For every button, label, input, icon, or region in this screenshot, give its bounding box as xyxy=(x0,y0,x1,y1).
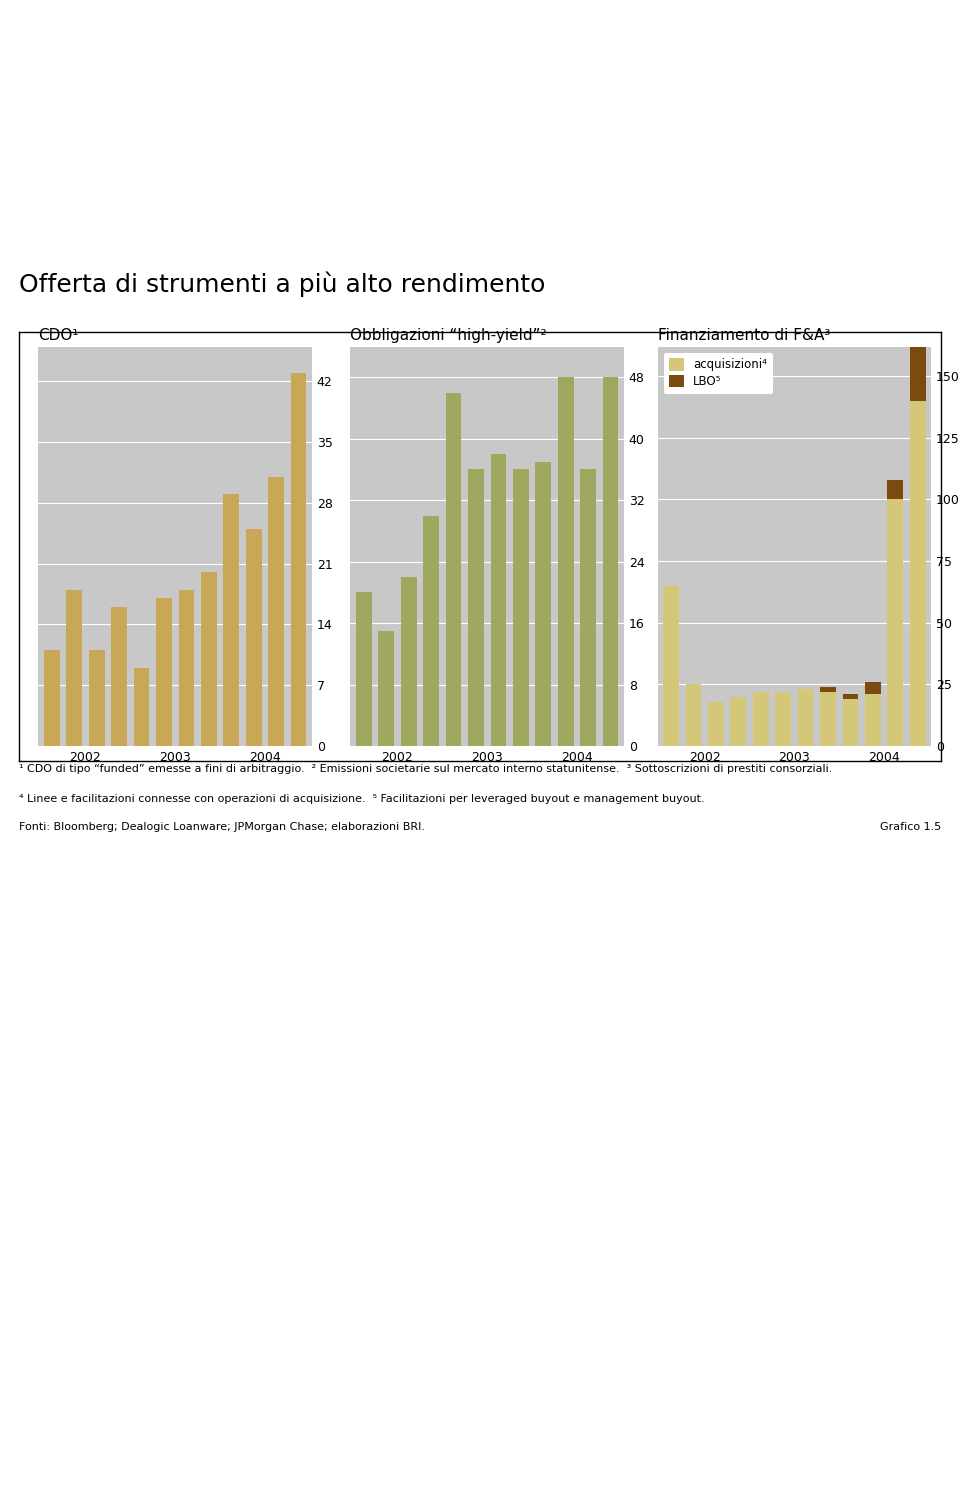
Bar xyxy=(356,592,372,746)
Bar xyxy=(224,494,239,746)
Bar xyxy=(708,702,724,746)
Text: Finanziamento di F&A³: Finanziamento di F&A³ xyxy=(658,327,830,342)
Bar xyxy=(491,454,506,746)
Bar xyxy=(89,651,105,746)
Bar xyxy=(820,687,836,692)
Bar xyxy=(445,393,462,746)
Bar xyxy=(843,699,858,746)
Bar xyxy=(798,689,813,746)
Bar xyxy=(268,476,284,746)
Bar xyxy=(291,372,306,746)
Bar xyxy=(685,684,702,746)
Bar xyxy=(910,282,925,401)
Bar xyxy=(66,589,83,746)
Legend: acquisizioni⁴, LBO⁵: acquisizioni⁴, LBO⁵ xyxy=(663,353,773,393)
Bar xyxy=(558,377,573,746)
Bar xyxy=(133,668,150,746)
Bar xyxy=(423,515,439,746)
Bar xyxy=(753,692,769,746)
Text: CDO¹: CDO¹ xyxy=(38,327,79,342)
Bar xyxy=(401,577,417,746)
Bar xyxy=(663,586,679,746)
Bar xyxy=(580,470,596,746)
Bar xyxy=(887,479,903,499)
Text: ¹ CDO di tipo “funded” emesse a fini di arbitraggio.  ² Emissioni societarie sul: ¹ CDO di tipo “funded” emesse a fini di … xyxy=(19,764,832,775)
Bar xyxy=(468,470,484,746)
Text: in miliardi di dollari USA: in miliardi di dollari USA xyxy=(19,344,186,357)
Bar xyxy=(843,695,858,699)
Bar xyxy=(536,461,551,746)
Bar xyxy=(731,696,746,746)
Text: Offerta di strumenti a più alto rendimento: Offerta di strumenti a più alto rendimen… xyxy=(19,271,545,297)
Text: Grafico 1.5: Grafico 1.5 xyxy=(879,823,941,832)
Bar xyxy=(865,681,880,695)
Bar xyxy=(776,692,791,746)
Bar xyxy=(820,692,836,746)
Bar xyxy=(201,573,217,746)
Bar xyxy=(378,631,395,746)
Text: Obbligazioni “high-yield”²: Obbligazioni “high-yield”² xyxy=(350,327,547,342)
Text: ⁴ Linee e facilitazioni connesse con operazioni di acquisizione.  ⁵ Facilitazion: ⁴ Linee e facilitazioni connesse con ope… xyxy=(19,794,705,805)
Bar xyxy=(156,598,172,746)
Bar xyxy=(910,401,925,746)
Bar xyxy=(887,499,903,746)
Bar xyxy=(246,529,261,746)
Bar xyxy=(513,470,529,746)
Text: Fonti: Bloomberg; Dealogic Loanware; JPMorgan Chase; elaborazioni BRI.: Fonti: Bloomberg; Dealogic Loanware; JPM… xyxy=(19,823,425,832)
Bar xyxy=(179,589,194,746)
Bar xyxy=(111,607,127,746)
Bar xyxy=(603,377,618,746)
Bar xyxy=(865,695,880,746)
Bar xyxy=(44,651,60,746)
